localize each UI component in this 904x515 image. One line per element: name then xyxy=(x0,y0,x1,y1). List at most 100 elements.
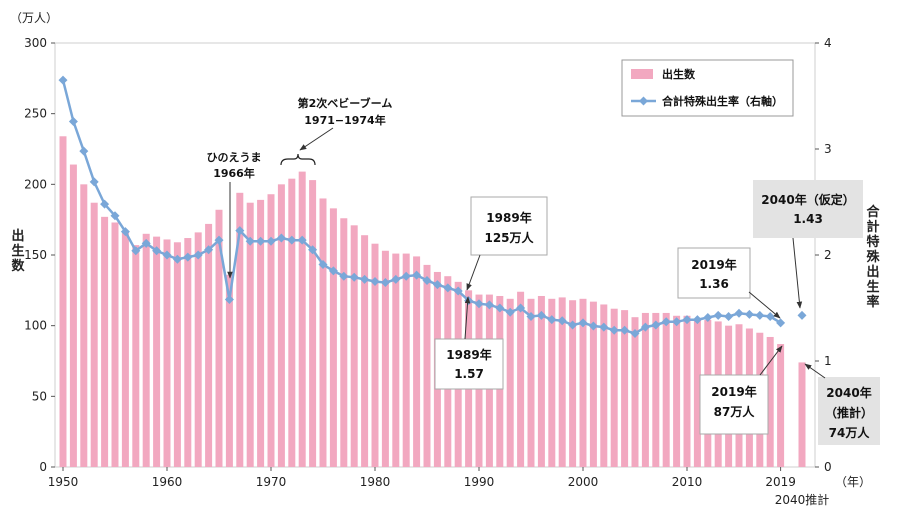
bar xyxy=(277,184,285,468)
callout-1989-tfr xyxy=(434,338,504,390)
births-bars xyxy=(59,136,806,468)
tfr-point xyxy=(484,300,494,310)
bar xyxy=(381,250,389,467)
tfr-point xyxy=(536,310,546,320)
callout-1989-births xyxy=(470,196,548,256)
tfr-point xyxy=(120,227,130,237)
right-axis-title-char: 計 xyxy=(866,219,879,235)
bar xyxy=(423,264,431,467)
bar xyxy=(236,192,244,467)
bar xyxy=(537,295,545,467)
right-axis-title-char: 出 xyxy=(866,264,879,280)
tfr-point xyxy=(141,238,151,248)
tfr-point xyxy=(276,233,286,243)
callout-2019-tfr xyxy=(677,247,751,299)
tfr-point xyxy=(349,272,359,282)
tfr-point xyxy=(89,177,99,187)
tfr-point xyxy=(526,311,536,321)
right-axis-title-char: 率 xyxy=(866,294,879,310)
tfr-point xyxy=(755,310,765,320)
boom-arrow xyxy=(299,127,334,151)
tfr-point xyxy=(630,328,640,338)
tfr-point xyxy=(516,303,526,313)
tfr-point xyxy=(703,313,713,323)
tfr-point xyxy=(256,236,266,246)
tfr-point xyxy=(131,246,141,256)
bar xyxy=(69,164,77,467)
hinoe-year: 1966年 xyxy=(213,166,255,180)
bar xyxy=(350,225,358,467)
bar xyxy=(90,202,98,467)
axes: 050100150200250300（万人）出生数01234合計特殊出生率195… xyxy=(10,11,880,507)
bar xyxy=(340,218,348,467)
bar xyxy=(558,297,566,467)
callout-1989-births-text: 1989年 xyxy=(486,210,531,225)
tfr-point xyxy=(599,322,609,332)
x-tick-label: 2000 xyxy=(568,475,599,489)
left-axis-unit: （万人） xyxy=(10,11,58,25)
callout-2019-births-text: 87万人 xyxy=(714,404,756,419)
tfr-point xyxy=(692,315,702,325)
left-tick-label: 0 xyxy=(39,460,47,474)
left-axis-title-char: 出 xyxy=(11,228,24,244)
bar xyxy=(257,199,265,467)
x-tick-label: 1990 xyxy=(464,475,495,489)
bar xyxy=(662,312,670,467)
callout-2019-tfr-text: 2019年 xyxy=(691,257,736,272)
bar xyxy=(111,222,119,467)
right-tick-label: 2 xyxy=(824,248,832,262)
left-tick-label: 250 xyxy=(24,107,47,121)
bar xyxy=(766,336,774,467)
callout-2040-births-text: （推計） xyxy=(825,405,873,420)
tfr-point xyxy=(765,311,775,321)
tfr-point xyxy=(547,315,557,325)
callout-2019-births-text: 2019年 xyxy=(711,384,756,399)
bar xyxy=(693,318,701,467)
tfr-point xyxy=(568,320,578,330)
bar xyxy=(402,253,410,467)
left-tick-label: 50 xyxy=(32,389,47,403)
tfr-point xyxy=(651,320,661,330)
hinoe-label: ひのえうま xyxy=(207,151,262,164)
tfr-point xyxy=(110,211,120,221)
right-axis-title-char: 殊 xyxy=(866,250,880,265)
bar xyxy=(121,230,129,467)
tfr-point xyxy=(328,266,338,276)
boom-brace xyxy=(280,153,316,166)
tfr-point xyxy=(505,307,515,317)
tfr-point xyxy=(245,236,255,246)
x-tick-label: 1960 xyxy=(152,475,183,489)
tfr-point xyxy=(58,75,68,85)
tfr-point xyxy=(588,321,598,331)
callout-2040-tfr-text: 2040年（仮定） xyxy=(761,192,854,207)
bar xyxy=(361,235,369,467)
legend-swatch-marker xyxy=(639,96,648,106)
bar xyxy=(205,223,213,467)
bar xyxy=(309,180,317,468)
bar xyxy=(683,315,691,467)
bar xyxy=(267,194,275,467)
bar xyxy=(641,312,649,467)
bar xyxy=(610,308,618,467)
right-tick-label: 1 xyxy=(824,354,832,368)
x-extra-label: 2040推計 xyxy=(775,492,830,507)
bar xyxy=(194,232,202,467)
legend-label-tfr: 合計特殊出生率（右軸） xyxy=(662,94,783,108)
tfr-point xyxy=(797,310,807,320)
x-tick-label: 1970 xyxy=(256,475,287,489)
bar xyxy=(215,209,223,468)
tfr-point xyxy=(443,283,453,293)
tfr-point xyxy=(713,310,723,320)
bar xyxy=(246,202,254,467)
callout-2019-births xyxy=(699,374,769,435)
left-tick-label: 150 xyxy=(24,248,47,262)
tfr-point xyxy=(172,254,182,264)
callout-2019-births-arrow xyxy=(759,345,783,376)
left-tick-label: 100 xyxy=(24,319,47,333)
boom-years: 1971−1974年 xyxy=(304,113,385,127)
bar xyxy=(329,208,337,468)
tfr-point xyxy=(339,271,349,281)
